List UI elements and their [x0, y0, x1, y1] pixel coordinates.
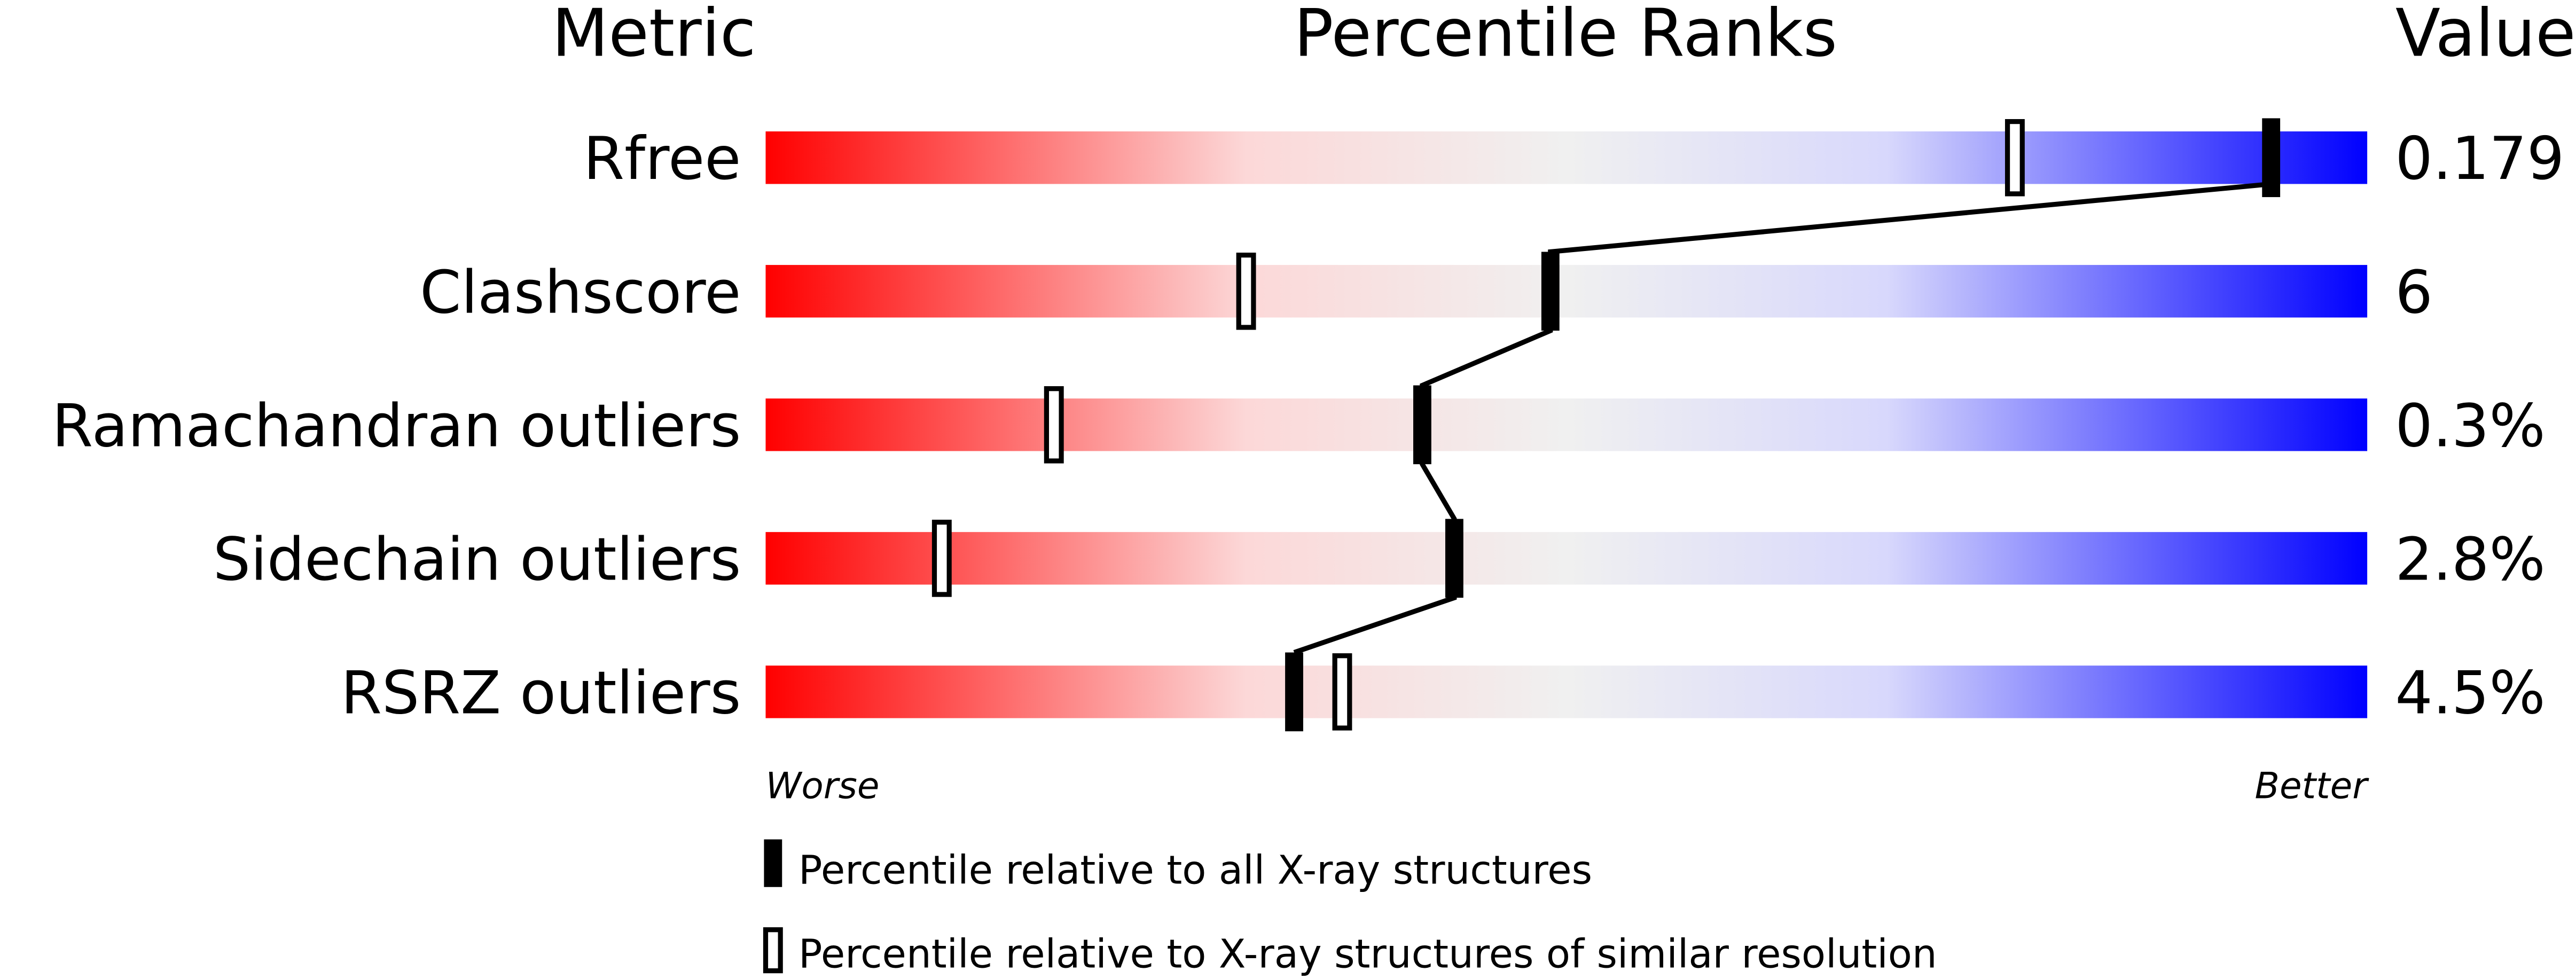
legend-filled-marker	[764, 839, 782, 887]
header-percentile: Percentile Ranks	[1294, 0, 1837, 72]
marker-all-structures	[1285, 652, 1303, 732]
metric-value: 4.5%	[2395, 659, 2545, 727]
marker-similar-resolution	[931, 520, 952, 597]
marker-similar-resolution	[1044, 386, 1064, 464]
marker-all-structures	[1413, 385, 1431, 465]
metric-value: 2.8%	[2395, 525, 2545, 594]
header-value: Value	[2395, 0, 2576, 72]
legend-filled-label: Percentile relative to all X-ray structu…	[798, 848, 1592, 894]
metric-label: Rfree	[583, 124, 741, 193]
percentile-bar	[765, 532, 2368, 585]
metric-label: Sidechain outliers	[213, 525, 741, 594]
marker-all-structures	[1541, 252, 1560, 331]
marker-all-structures	[1445, 519, 1463, 598]
percentile-bar	[765, 665, 2368, 718]
legend-open-label: Percentile relative to X-ray structures …	[798, 931, 1937, 977]
legend-open-marker	[763, 927, 783, 974]
axis-label-worse: Worse	[765, 765, 879, 807]
metric-label: Clashscore	[420, 258, 741, 327]
marker-similar-resolution	[1332, 653, 1352, 731]
marker-all-structures	[2262, 118, 2281, 198]
marker-similar-resolution	[1236, 253, 1256, 330]
metric-value: 6	[2395, 258, 2432, 327]
percentile-bar	[765, 398, 2368, 451]
metric-label: RSRZ outliers	[341, 659, 741, 727]
header-metric: Metric	[552, 0, 756, 72]
axis-label-better: Better	[2255, 765, 2370, 807]
metric-value: 0.3%	[2395, 391, 2545, 460]
percentile-bar	[765, 131, 2368, 184]
percentile-bar	[765, 265, 2368, 318]
metric-value: 0.179	[2395, 124, 2564, 193]
marker-similar-resolution	[2005, 119, 2025, 197]
metric-label: Ramachandran outliers	[52, 391, 741, 460]
